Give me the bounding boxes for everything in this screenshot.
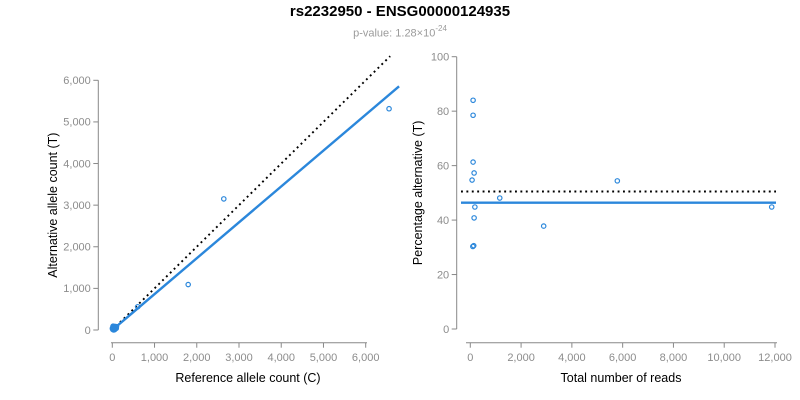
data-point — [470, 242, 477, 249]
x-tick-label: 1,000 — [141, 352, 169, 364]
data-point — [471, 170, 477, 176]
y-tick-label: 0 — [85, 325, 91, 337]
x-tick-label: 4,000 — [558, 352, 586, 364]
y-tick-label: 4,000 — [63, 158, 91, 170]
y-tick-label: 3,000 — [63, 200, 91, 212]
scatter-points — [469, 97, 775, 250]
data-point — [470, 112, 476, 119]
figure-title: rs2232950 - ENSG00000124935 — [289, 3, 511, 20]
data-point — [386, 105, 392, 112]
data-point — [470, 97, 476, 104]
data-point — [614, 178, 621, 184]
data-point — [768, 204, 775, 210]
allele-count-scatter: 0 1,000 2,000 3,000 4,000 5,000 6,000 0 1,000 2,0… — [46, 55, 400, 385]
y-axis: 0 20 40 60 80 100 — [431, 52, 458, 336]
y-axis: 0 1,000 2,000 3,000 4,000 5,000 6,000 — [63, 75, 99, 337]
data-point — [540, 223, 547, 229]
plot-lines — [111, 55, 400, 331]
x-axis-title: Total number of reads — [561, 371, 682, 385]
data-point — [113, 325, 120, 332]
x-tick-label: 5,000 — [310, 352, 338, 364]
plot-lines — [461, 190, 776, 204]
figure-subtitle: p-value: 1.28×10-24 — [0, 23, 800, 41]
x-tick-label: 0 — [467, 352, 473, 364]
y-tick-label: 40 — [437, 215, 449, 227]
data-point — [220, 196, 227, 202]
y-tick-label: 20 — [437, 269, 449, 281]
pvalue-exponent: -24 — [435, 24, 447, 33]
y-tick-label: 5,000 — [63, 117, 91, 129]
data-point — [472, 204, 478, 210]
x-tick-label: 12,000 — [758, 352, 792, 364]
data-point — [471, 215, 477, 221]
data-point — [134, 303, 141, 310]
x-tick-label: 0 — [109, 352, 115, 364]
y-axis-title: Alternative allele count (T) — [46, 133, 60, 278]
pvalue-text: p-value: 1.28×10 — [353, 27, 436, 40]
x-tick-label: 8,000 — [660, 352, 688, 364]
x-tick-label: 2,000 — [183, 352, 211, 364]
x-tick-label: 6,000 — [352, 352, 380, 364]
y-tick-label: 1,000 — [63, 283, 91, 295]
data-point — [470, 159, 476, 165]
x-axis: 0 2,000 4,000 6,000 8,000 10,000 12,000 — [466, 342, 792, 364]
x-tick-label: 2,000 — [507, 352, 535, 364]
x-axis: 0 1,000 2,000 3,000 4,000 5,000 6,000 — [109, 342, 380, 364]
data-point — [469, 177, 475, 183]
y-tick-label: 60 — [437, 160, 449, 172]
y-tick-label: 100 — [431, 52, 449, 64]
y-tick-label: 0 — [443, 324, 449, 336]
y-axis-title: Percentage alternative (T) — [411, 121, 425, 266]
y-tick-label: 80 — [437, 106, 449, 118]
y-tick-label: 2,000 — [63, 242, 91, 254]
data-point — [185, 281, 191, 288]
data-point — [496, 195, 503, 201]
regression-line — [111, 85, 400, 331]
data-point — [470, 243, 476, 250]
x-axis-title: Reference allele count (C) — [175, 371, 320, 385]
y-tick-label: 6,000 — [63, 75, 91, 87]
x-tick-label: 6,000 — [609, 352, 637, 364]
x-tick-label: 3,000 — [225, 352, 253, 364]
identity-line — [111, 55, 391, 331]
x-tick-label: 4,000 — [267, 352, 295, 364]
x-tick-label: 10,000 — [707, 352, 741, 364]
scatter-points — [109, 105, 392, 333]
percentage-alternative-scatter: 0 20 40 60 80 100 0 2,000 4,000 6,000 8,000 10,000 1… — [411, 52, 792, 386]
